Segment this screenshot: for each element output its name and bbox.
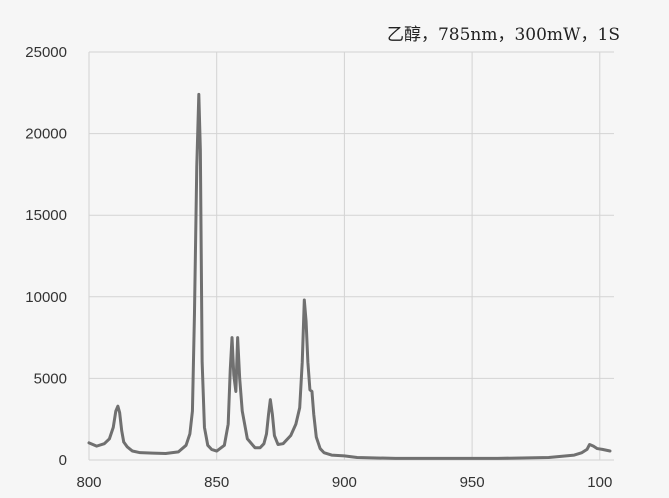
x-tick-label: 900 [332,474,357,491]
chart-title: 乙醇，785nm，300mW，1S [387,25,620,45]
y-tick-label: 0 [59,452,67,469]
y-tick-label: 15000 [25,207,67,224]
y-tick-label: 20000 [25,126,67,143]
x-tick-label: 100 [587,474,612,491]
grid-lines [88,51,614,461]
x-tick-label: 800 [76,474,101,491]
y-tick-label: 25000 [25,44,67,61]
x-tick-label: 850 [204,474,229,491]
tick-labels: 0 5000 10000 15000 20000 25000 800 850 900 950 100 [25,44,612,491]
y-tick-label: 5000 [34,370,67,387]
spectrum-line [87,92,612,460]
x-tick-label: 950 [460,474,485,491]
y-tick-label: 10000 [25,289,67,306]
data-series-layer [87,92,612,460]
